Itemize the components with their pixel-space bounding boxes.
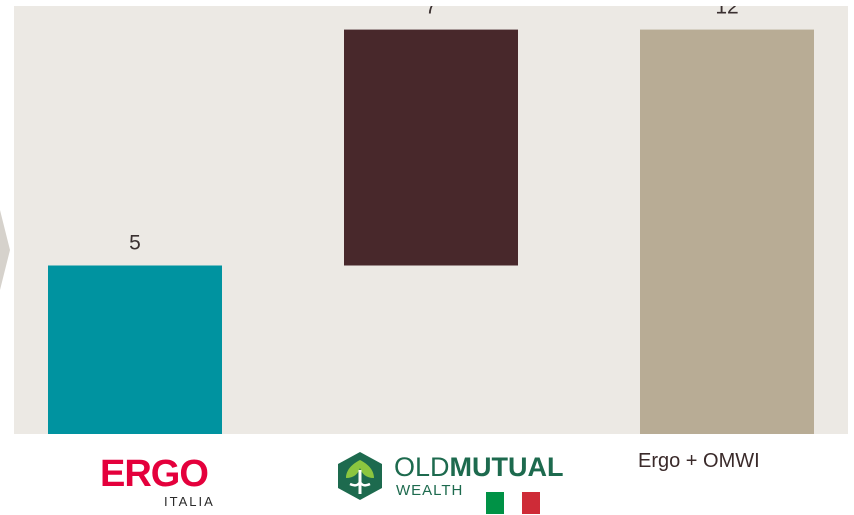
data-label-1: 5 <box>129 231 141 254</box>
old-mutual-tree-icon <box>338 452 382 500</box>
old-mutual-logo-subtext: WEALTH <box>396 482 464 499</box>
old-mutual-logo-text: OLDMUTUAL <box>394 452 564 482</box>
data-label-2: 7 <box>425 6 437 19</box>
old-mutual-logo-text-light: OLD <box>394 452 450 482</box>
chevron-left-icon <box>0 210 10 290</box>
bar-2 <box>344 29 518 266</box>
bar-3 <box>640 29 814 434</box>
category-label-combined: Ergo + OMWI <box>638 450 760 472</box>
waterfall-chart: 5 7 12 <box>14 6 848 434</box>
old-mutual-wealth-logo: OLDMUTUAL WEALTH <box>334 448 574 514</box>
chart-plot-area: 5 7 12 <box>14 6 848 434</box>
italy-flag-icon <box>486 492 540 514</box>
bar-1 <box>48 265 222 434</box>
flag-stripe-green <box>486 492 504 514</box>
flag-stripe-white <box>504 492 522 514</box>
flag-stripe-red <box>522 492 540 514</box>
data-label-3: 12 <box>715 6 738 19</box>
ergo-logo-subtext: ITALIA <box>164 494 215 509</box>
ergo-logo-text: ERGO <box>100 453 209 495</box>
old-mutual-logo-text-bold: MUTUAL <box>449 452 564 482</box>
ergo-italia-logo: ERGO ITALIA <box>100 452 224 512</box>
